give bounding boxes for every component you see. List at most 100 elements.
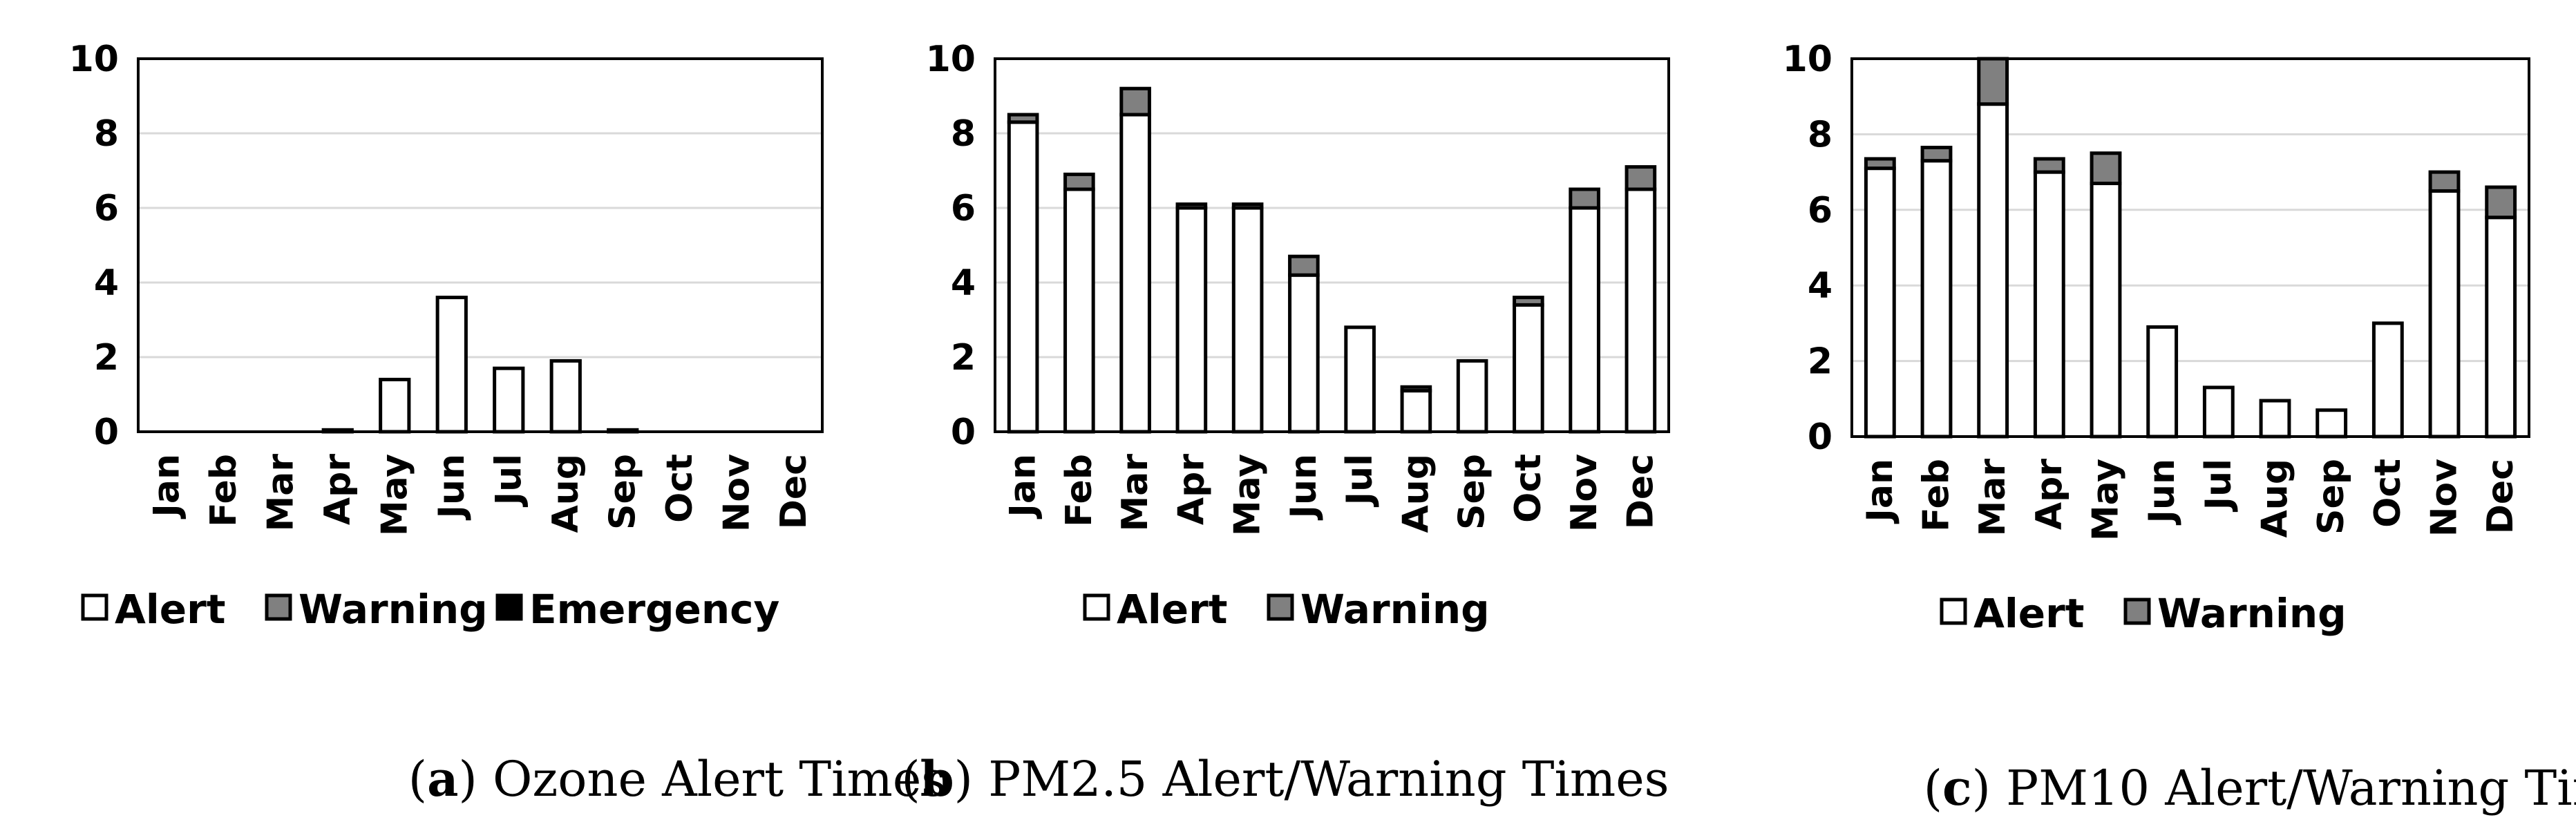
bar-warning-aug [1400, 385, 1432, 393]
plot-frame [994, 57, 1670, 433]
x-tick-label: Jul [488, 454, 529, 507]
caption-open-paren: ( [408, 751, 427, 808]
plot-frame [1850, 57, 2530, 438]
chart-caption: (a) Ozone Alert Times [408, 750, 946, 808]
x-tick-label: Oct [2367, 459, 2409, 528]
bar-alert-feb [1920, 159, 1953, 439]
y-tick-label: 6 [951, 188, 976, 229]
x-tick-label: Sep [602, 454, 643, 530]
x-tick-label: Feb [203, 454, 245, 527]
y-tick-label: 8 [1808, 114, 1832, 155]
bar-alert-jul [2202, 385, 2235, 439]
x-tick-label: Jun [431, 454, 473, 520]
bar-alert-mar [1977, 102, 2009, 439]
bar-alert-sep [2315, 408, 2348, 439]
bar-warning-nov [1569, 187, 1600, 210]
caption-title: ) Ozone Alert Times [458, 751, 946, 808]
bar-alert-sep [1456, 359, 1488, 434]
y-tick-label: 0 [951, 412, 976, 453]
bar-alert-mar [1119, 113, 1151, 434]
x-tick-label: Sep [1452, 454, 1493, 530]
bar-warning-apr [2033, 157, 2065, 174]
legend-swatch-alert [81, 593, 108, 621]
x-tick-label: Aug [2255, 459, 2296, 538]
bar-alert-jul [493, 366, 525, 434]
bar-warning-jan [1007, 113, 1039, 124]
y-tick-label: 4 [951, 262, 976, 304]
y-tick-label: 10 [1783, 39, 1832, 80]
x-tick-label: Feb [1916, 459, 1958, 532]
legend-swatch-warning [265, 593, 292, 621]
x-tick-label: Oct [1508, 454, 1549, 523]
x-tick-label: Apr [317, 454, 359, 525]
legend-swatch-warning [1267, 593, 1294, 621]
x-tick-label: Dec [773, 454, 815, 529]
bar-warning-may [2090, 151, 2122, 186]
bar-alert-dec [2485, 216, 2517, 439]
x-tick-label: Jul [2198, 459, 2239, 512]
y-tick-label: 6 [94, 188, 119, 229]
caption-letter: a [427, 750, 458, 808]
x-tick-label: Apr [2029, 459, 2070, 530]
legend-label-warning: Warning [299, 586, 488, 633]
bar-alert-jul [1344, 325, 1376, 434]
legend-label-alert: Alert [1117, 586, 1227, 633]
x-tick-label: Jun [1283, 454, 1325, 520]
bar-alert-apr [1175, 206, 1208, 434]
chart-panel-b: 0 2 4 6 8 10 Jan Feb Mar Apr May Jun Jul Aug Sep Oct Nov… [901, 39, 1670, 808]
bar-alert-may [379, 377, 411, 434]
y-tick-label: 4 [94, 262, 119, 304]
plot-frame [137, 57, 824, 433]
y-tick-label: 2 [1808, 341, 1832, 383]
bar-warning-jan [1864, 157, 1896, 171]
chart-caption: (c) PM10 Alert/Warning Times [1924, 759, 2576, 817]
y-tick-label: 0 [1808, 417, 1832, 458]
y-tick-label: 6 [1808, 190, 1832, 231]
x-tick-label: Mar [260, 454, 301, 532]
caption-letter: b [920, 750, 954, 808]
bar-alert-dec [1625, 187, 1657, 434]
legend-swatch-alert [1940, 598, 1967, 625]
caption-open-paren: ( [1924, 760, 1942, 817]
bar-emergency-sep [607, 428, 639, 434]
chart-panel-c: 0 2 4 6 8 10 Jan Feb Mar Apr May Jun Jul Aug Sep Oct Nov… [1783, 39, 2576, 817]
x-tick-label: Sep [2311, 459, 2352, 535]
legend-label-warning: Warning [1300, 586, 1490, 633]
x-tick-label: Nov [716, 454, 757, 532]
legend-label-alert: Alert [1973, 590, 2084, 637]
x-tick-label: Aug [1395, 454, 1437, 533]
caption-title: ) PM2.5 Alert/Warning Times [954, 751, 1669, 808]
bar-alert-jun [2146, 325, 2179, 439]
y-tick-label: 2 [94, 337, 119, 379]
x-tick-label: Jun [2141, 459, 2183, 525]
y-tick-label: 10 [926, 39, 976, 80]
x-tick-label: Jul [1339, 454, 1381, 507]
bar-warning-may [1231, 202, 1264, 210]
bar-warning-apr [1175, 202, 1208, 210]
bar-alert-may [1231, 206, 1264, 434]
bar-warning-mar [1119, 86, 1151, 117]
bar-warning-dec [1625, 165, 1657, 191]
x-tick-label: Jan [1003, 454, 1044, 519]
bar-warning-feb [1063, 172, 1095, 191]
x-tick-label: May [1227, 454, 1269, 536]
x-tick-label: Nov [1564, 454, 1605, 532]
bar-alert-oct [1513, 303, 1544, 434]
x-tick-label: Nov [2424, 459, 2465, 537]
bar-emergency-apr [321, 428, 354, 434]
x-tick-label: Jan [146, 454, 187, 519]
x-tick-label: Aug [545, 454, 587, 533]
legend-label-alert: Alert [115, 586, 225, 633]
caption-letter: c [1942, 759, 1972, 817]
x-tick-label: Mar [1972, 459, 2014, 537]
chart-caption: (b) PM2.5 Alert/Warning Times [901, 750, 1669, 808]
legend-label-emergency: Emergency [529, 586, 779, 633]
x-tick-label: Mar [1115, 454, 1156, 532]
bar-warning-dec [2485, 185, 2517, 220]
y-tick-label: 8 [951, 113, 976, 155]
legend-label-warning: Warning [2157, 590, 2347, 637]
x-tick-label: May [2085, 459, 2127, 541]
legend-swatch-emergency [495, 593, 523, 621]
y-tick-label: 4 [1808, 265, 1832, 307]
